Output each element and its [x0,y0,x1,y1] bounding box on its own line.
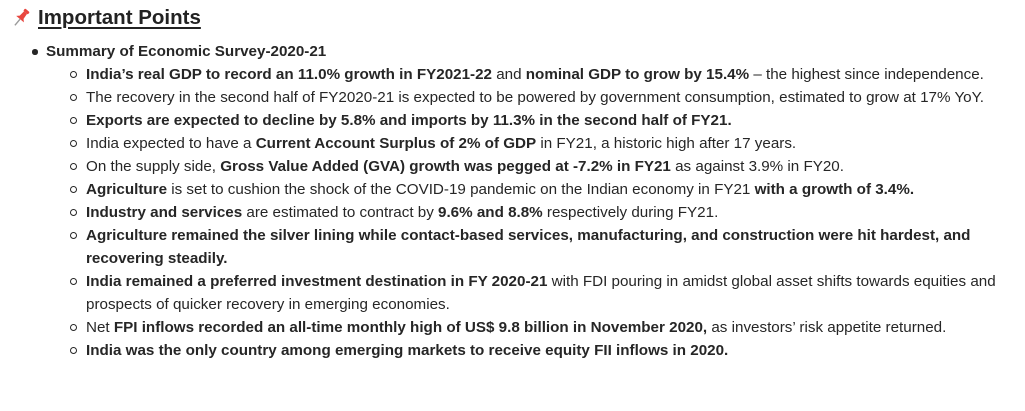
point-text: The recovery in the second half of FY202… [86,89,985,106]
summary-points: India’s real GDP to record an 11.0% grow… [46,63,1025,362]
list-item: On the supply side, Gross Value Added (G… [46,155,1025,178]
list-item: India expected to have a Current Account… [46,132,1025,155]
summary-list: Summary of Economic Survey-2020-21 India… [0,40,1025,362]
point-text: as against 3.9% in FY20. [670,158,844,175]
point-text: with FDI pouring in amidst global asset … [86,273,996,313]
point-text: and [491,66,526,83]
point-text: India’s real GDP to record an 11.0% grow… [86,66,492,83]
point-text: nominal GDP to grow by 15.4% [525,66,750,83]
list-item: The recovery in the second half of FY202… [46,86,1025,109]
point-text: Agriculture remained the silver lining w… [86,227,971,267]
point-text: Gross Value Added (GVA) growth was pegge… [220,158,671,175]
point-text: Exports are expected to decline by 5.8% … [86,112,732,129]
pushpin-icon [10,7,32,29]
point-text: is set to cushion the shock of the COVID… [167,181,755,198]
point-text: – the highest since independence. [749,66,984,83]
point-text: 9.6% and 8.8% [438,204,543,221]
list-item: India remained a preferred investment de… [46,270,1025,316]
point-text: FPI inflows recorded an all-time monthly… [113,319,708,336]
point-text: Industry and services [86,204,243,221]
point-text: Current Account Surplus of 2% of GDP [255,135,537,152]
section-heading: Important Points [10,5,201,31]
list-item: India was the only country among emergin… [46,339,1025,362]
point-text: On the supply side, [86,158,221,175]
point-text: India remained a preferred investment de… [86,273,548,290]
list-item: Exports are expected to decline by 5.8% … [46,109,1025,132]
list-item: Industry and services are estimated to c… [46,201,1025,224]
point-text: with a growth of 3.4%. [754,181,915,198]
page-title: Important Points [38,6,201,29]
list-item: India’s real GDP to record an 11.0% grow… [46,63,1025,86]
list-item: Agriculture remained the silver lining w… [46,224,1025,270]
point-text: India expected to have a [86,135,256,152]
point-text: as investors’ risk appetite returned. [707,319,947,336]
summary-title: Summary of Economic Survey-2020-21 [46,43,327,60]
list-item: Net FPI inflows recorded an all-time mon… [46,316,1025,339]
point-text: respectively during FY21. [542,204,719,221]
point-text: Net [86,319,114,336]
point-text: in FY21, a historic high after 17 years. [536,135,797,152]
list-item: Agriculture is set to cushion the shock … [46,178,1025,201]
summary-item: Summary of Economic Survey-2020-21 India… [0,40,1025,362]
point-text: are estimated to contract by [242,204,439,221]
point-text: Agriculture [86,181,168,198]
point-text: India was the only country among emergin… [86,342,729,359]
